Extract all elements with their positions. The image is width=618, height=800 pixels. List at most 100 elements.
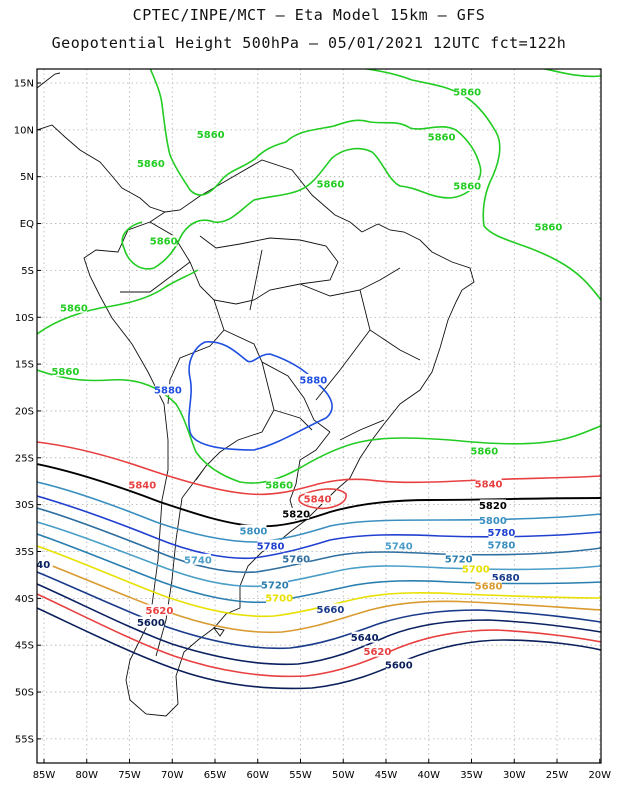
- falklands: [212, 627, 225, 637]
- contour-label-background: [454, 86, 481, 98]
- contour-5600: [37, 607, 601, 690]
- lat-tick-label: 55S: [15, 734, 34, 745]
- contour-label: 5620: [146, 606, 174, 617]
- contour-label: 5760: [282, 554, 310, 565]
- contour-label-background: [261, 579, 288, 591]
- contour-5680: [37, 559, 601, 634]
- contour-label-background: [471, 445, 498, 457]
- lat-tick-label: 35S: [15, 547, 34, 558]
- contour-5860-east: [361, 69, 601, 301]
- contour-5620: [37, 593, 601, 678]
- contour-label-background: [184, 553, 211, 565]
- contour-label-background: [535, 221, 562, 233]
- lon-tick-label: 35W: [460, 770, 483, 781]
- map-frame: [36, 68, 602, 764]
- contour-5860-west: [37, 269, 199, 335]
- lat-tick-label: 5N: [20, 172, 34, 183]
- lon-tick-label: 65W: [204, 770, 227, 781]
- contour-label-background: [150, 235, 177, 247]
- contour-label-background: [146, 604, 173, 616]
- lon-tick-label: 25W: [546, 770, 569, 781]
- lat-tick-label: 10N: [14, 125, 34, 136]
- map-title-line-1: CPTEC/INPE/MCT – Eta Model 15km – GFS: [132, 6, 486, 24]
- lat-tick-label: EQ: [20, 219, 34, 230]
- contour-label-background: [240, 524, 267, 536]
- contour-label: 5860: [453, 181, 481, 192]
- lon-tick-label: 80W: [75, 770, 98, 781]
- contour-5860-north: [121, 69, 482, 270]
- contour-label: 5720: [261, 581, 289, 592]
- contour-label-background: [60, 301, 87, 313]
- contour-label-background: [37, 558, 53, 570]
- contour-label-background: [304, 492, 331, 504]
- contour-label: 5860: [197, 130, 225, 141]
- contour-label-background: [385, 658, 412, 670]
- contour-label: 5860: [535, 223, 563, 234]
- central-america-coast: [37, 72, 363, 233]
- contour-label: 5800: [479, 516, 507, 527]
- contour-5840: [37, 441, 601, 496]
- contour-label: 5860: [150, 237, 178, 248]
- contour-label: 5600: [385, 660, 413, 671]
- lat-tick-label: 10S: [15, 313, 34, 324]
- contour-label-background: [454, 179, 481, 191]
- contour-label: 5860: [453, 88, 481, 99]
- lat-tick-label: 30S: [15, 500, 34, 511]
- contour-label: 5860: [265, 480, 293, 491]
- contour-label-background: [488, 538, 515, 550]
- contour-label-background: [154, 384, 181, 396]
- contour-label-background: [283, 552, 310, 564]
- contour-label: 5860: [317, 180, 345, 191]
- contour-label-background: [479, 499, 506, 511]
- longitude-axis: 85W 80W 75W 70W 65W 60W 55W 50W 45W 40W 35W 30W 25W 2…: [33, 759, 611, 781]
- lat-tick-label: 5S: [21, 266, 34, 277]
- lat-tick-label: 15S: [15, 360, 34, 371]
- contour-label-background: [52, 365, 79, 377]
- contour-label-background: [351, 631, 378, 643]
- contour-5820: [37, 463, 601, 528]
- contour-label: 5640: [351, 633, 379, 644]
- contour-label: 5860: [470, 447, 498, 458]
- contour-label-background: [300, 373, 327, 385]
- contour-5640: [37, 583, 601, 666]
- contour-label: 5840: [128, 480, 156, 491]
- contour-5760: [37, 507, 601, 574]
- contour-label: 5860: [51, 367, 79, 378]
- contour-5780: [37, 495, 601, 560]
- contour-label-background: [317, 178, 344, 190]
- contour-labels: 5860 5860 5860 5860 5860 5860 5860 5860 5860 5860…: [29, 86, 563, 671]
- contour-label-background: [479, 514, 506, 526]
- contour-label-background: [283, 507, 310, 519]
- contour-label: 5880: [154, 386, 182, 397]
- contour-label-background: [197, 128, 224, 140]
- lat-tick-label: 50S: [15, 688, 34, 699]
- contour-label: 5800: [240, 526, 268, 537]
- contour-5800: [37, 481, 601, 543]
- contour-label: 640: [29, 560, 50, 571]
- contour-label: 5600: [137, 618, 165, 629]
- contour-label-background: [137, 157, 164, 169]
- contour-5860-atlantic: [544, 69, 601, 78]
- contour-label: 5720: [445, 554, 473, 565]
- lon-tick-label: 40W: [417, 770, 440, 781]
- contour-label: 5840: [304, 494, 332, 505]
- south-america-coast: [83, 211, 475, 717]
- lon-tick-label: 50W: [332, 770, 355, 781]
- contour-label: 5740: [385, 541, 413, 552]
- contour-label: 5880: [299, 375, 327, 386]
- lon-tick-label: 20W: [588, 770, 611, 781]
- contour-label: 5620: [364, 647, 392, 658]
- contour-label: 5860: [60, 303, 88, 314]
- lon-tick-label: 85W: [33, 770, 56, 781]
- map-title-line-2: Geopotential Height 500hPa – 05/01/2021 …: [51, 34, 567, 52]
- contour-label-background: [317, 603, 344, 615]
- contour-label: 5680: [492, 573, 520, 584]
- lat-tick-label: 20S: [15, 406, 34, 417]
- contour-label-background: [462, 563, 489, 575]
- contour-label-background: [492, 571, 519, 583]
- contour-label: 5780: [488, 540, 516, 551]
- contour-label-background: [475, 477, 502, 489]
- contour-label: 5840: [475, 479, 503, 490]
- contour-label: 5820: [479, 501, 507, 512]
